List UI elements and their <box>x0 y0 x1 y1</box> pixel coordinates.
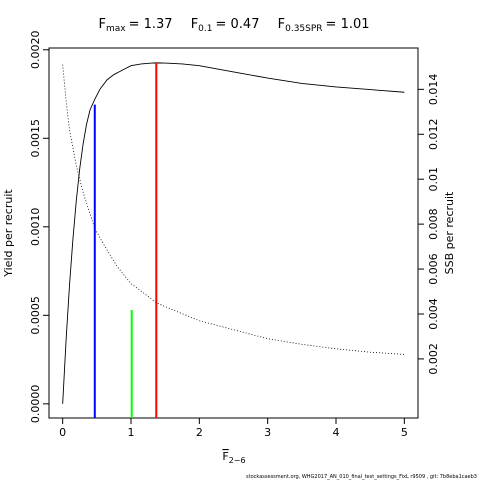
x-axis-title-base: F <box>222 450 228 463</box>
title-f035spr-value: = 1.01 <box>326 17 370 32</box>
y-right-tick-label: 0.002 <box>427 343 440 375</box>
y-axis-right-title: SSB per recruit <box>443 191 456 274</box>
x-tick-label: 0 <box>59 426 66 439</box>
title-f035spr-base: F <box>278 17 285 32</box>
title-f01-value: = 0.47 <box>216 17 260 32</box>
title-fmax-value: = 1.37 <box>129 17 173 32</box>
y-left-tick-label: 0.0005 <box>29 296 42 335</box>
x-tick-label: 5 <box>401 426 408 439</box>
yield-per-recruit-line <box>62 62 405 404</box>
y-right-tick-label: 0.01 <box>427 167 440 192</box>
chart-title: Fmax = 1.37 F0.1 = 0.47 F0.35SPR = 1.01 <box>98 17 369 34</box>
footer-note: stockassessment.org, WHG2017_AN_010_fina… <box>246 474 477 480</box>
y-right-tick-label: 0.014 <box>427 74 440 106</box>
x-axis-title: F2−6 <box>222 450 245 465</box>
title-fmax-base: F <box>98 17 105 32</box>
x-tick-label: 2 <box>196 426 203 439</box>
title-f01-sub: 0.1 <box>198 24 212 34</box>
reference-lines <box>93 62 158 418</box>
x-tick-label: 1 <box>128 426 135 439</box>
y-right-tick-label: 0.012 <box>427 119 440 151</box>
y-axis-right: 0.002 0.004 0.006 0.008 0.01 0.012 0.014 <box>418 74 440 375</box>
y-right-tick-label: 0.006 <box>427 253 440 285</box>
title-f01-base: F <box>191 17 198 32</box>
plot-frame <box>48 47 419 419</box>
title-fmax-sub: max <box>106 24 126 34</box>
y-right-tick-label: 0.008 <box>427 208 440 240</box>
title-f035spr-sub: 0.35SPR <box>285 24 322 34</box>
x-axis: 0 1 2 3 4 5 <box>59 418 408 439</box>
y-left-tick-label: 0.0020 <box>29 31 42 70</box>
ssb-per-recruit-line <box>62 64 405 355</box>
x-tick-label: 4 <box>333 426 340 439</box>
y-right-tick-label: 0.004 <box>427 298 440 330</box>
y-left-tick-label: 0.0015 <box>29 119 42 158</box>
y-left-tick-label: 0.0010 <box>29 208 42 247</box>
x-axis-title-sub: 2−6 <box>229 456 246 465</box>
y-left-tick-label: 0.0000 <box>29 385 42 424</box>
y-axis-left: 0.0000 0.0005 0.0010 0.0015 0.0020 <box>29 31 49 424</box>
y-axis-left-title: Yield per recruit <box>2 189 15 278</box>
x-tick-label: 3 <box>264 426 271 439</box>
series-layer <box>62 62 405 404</box>
